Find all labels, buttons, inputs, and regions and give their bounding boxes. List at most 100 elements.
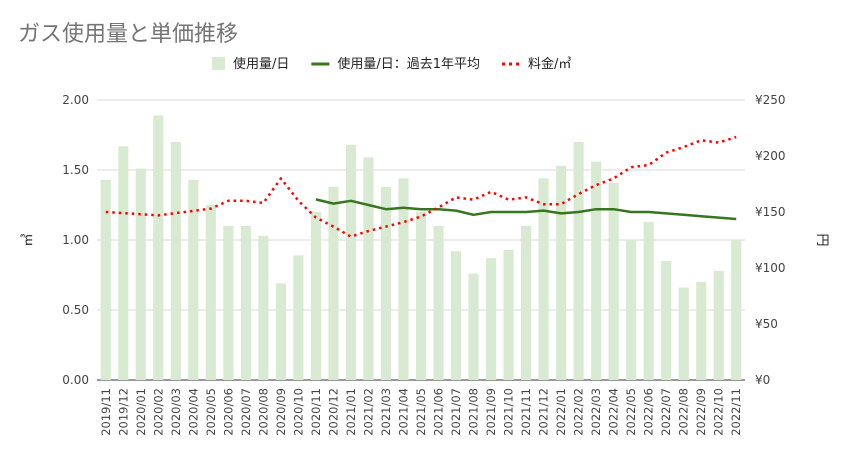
x-tick-label: 2021/07 <box>449 388 463 436</box>
x-tick-label: 2019/12 <box>116 388 130 436</box>
x-tick-label: 2020/08 <box>256 388 270 436</box>
bar <box>503 249 514 380</box>
x-tick-label: 2020/11 <box>309 388 323 436</box>
y-left-axis-title: ㎥ <box>21 233 36 246</box>
bar <box>170 142 181 380</box>
price-line <box>105 135 737 238</box>
x-tick-label: 2022/10 <box>712 388 726 436</box>
x-tick-label: 2022/05 <box>624 388 638 436</box>
x-tick-label: 2021/11 <box>519 388 533 436</box>
x-tick-label: 2020/12 <box>326 388 340 436</box>
bar <box>415 212 427 380</box>
x-tick-label: 2021/01 <box>344 388 358 436</box>
bar-series <box>100 115 742 381</box>
bar <box>731 240 742 380</box>
y-left-tick-label: 1.00 <box>62 233 89 247</box>
bar <box>345 144 357 380</box>
x-tick-label: 2020/01 <box>134 388 148 436</box>
x-tick-label: 2021/09 <box>484 388 498 436</box>
x-tick-label: 2022/04 <box>607 388 621 436</box>
x-tick-label: 2022/01 <box>554 388 568 436</box>
bar <box>521 226 532 380</box>
bar <box>363 157 374 380</box>
bar <box>573 142 584 380</box>
bar <box>118 146 129 380</box>
x-tick-label: 2020/06 <box>221 388 235 436</box>
bar <box>696 282 707 380</box>
bar <box>485 258 497 380</box>
x-tick-label: 2022/11 <box>729 388 743 436</box>
bar <box>223 226 234 380</box>
y-left-tick-label: 0.50 <box>62 303 89 317</box>
bar <box>328 186 339 380</box>
bar <box>398 178 409 380</box>
y-right-axis-title: 円 <box>814 233 829 246</box>
bar <box>310 212 321 380</box>
x-tick-label: 2022/06 <box>642 388 656 436</box>
bar <box>275 283 286 380</box>
legend-label: 使用量/日 <box>233 56 289 72</box>
bar <box>713 270 724 380</box>
legend-label: 使用量/日：過去1年平均 <box>337 56 480 72</box>
bar <box>205 205 216 380</box>
x-tick-label: 2022/08 <box>677 388 691 436</box>
bar <box>468 273 479 380</box>
x-tick-label: 2021/03 <box>379 388 393 436</box>
x-tick-label: 2021/04 <box>396 388 410 436</box>
bar <box>661 261 672 380</box>
bar <box>153 115 164 381</box>
x-tick-label: 2021/06 <box>432 388 446 436</box>
axes: 0.00 0.50 1.00 1.50 2.00 ¥0 ¥50 ¥100 ¥150 ¥200 ¥25… <box>21 93 829 436</box>
x-tick-label: 2022/09 <box>694 388 708 436</box>
x-tick-label: 2022/07 <box>659 388 673 436</box>
bar <box>380 186 392 380</box>
y-right-tick-label: ¥200 <box>755 149 786 163</box>
x-tick-label: 2020/09 <box>274 388 288 436</box>
x-tick-label: 2020/03 <box>169 388 183 436</box>
y-right-tick-label: ¥100 <box>755 261 786 275</box>
x-tick-label: 2021/02 <box>361 388 375 436</box>
bar <box>643 221 654 380</box>
bar <box>433 226 444 380</box>
bar <box>293 255 304 380</box>
y-right-tick-label: ¥150 <box>755 205 786 219</box>
bar <box>450 251 462 380</box>
x-tick-label: 2020/05 <box>204 388 218 436</box>
x-tick-label: 2020/10 <box>291 388 305 436</box>
x-tick-label: 2020/07 <box>239 388 253 436</box>
x-tick-label: 2021/12 <box>537 388 551 436</box>
line-series <box>105 135 737 238</box>
x-tick-label: 2021/05 <box>414 388 428 436</box>
bar <box>135 168 146 380</box>
x-tick-label: 2020/04 <box>186 388 200 436</box>
x-tick-label: 2022/02 <box>572 388 586 436</box>
x-tick-label: 2022/03 <box>589 388 603 436</box>
y-right-tick-label: ¥0 <box>755 373 770 387</box>
chart-title: ガス使用量と単価推移 <box>18 22 239 47</box>
bar <box>678 287 689 380</box>
legend-label: 料金/㎥ <box>528 56 571 72</box>
y-left-tick-label: 0.00 <box>62 373 89 387</box>
x-tick-label: 2021/08 <box>467 388 481 436</box>
bar <box>556 165 567 380</box>
bar <box>538 178 549 380</box>
bar <box>188 179 199 380</box>
legend-swatch <box>212 57 225 70</box>
legend: 使用量/日 使用量/日：過去1年平均 料金/㎥ <box>212 56 571 72</box>
bar <box>626 240 637 380</box>
bar <box>608 182 619 380</box>
y-left-tick-label: 1.50 <box>62 163 89 177</box>
x-tick-label: 2020/02 <box>151 388 165 436</box>
y-right-tick-label: ¥50 <box>755 317 778 331</box>
y-right-tick-label: ¥250 <box>755 93 786 107</box>
average-line <box>315 198 737 221</box>
x-tick-label: 2019/11 <box>99 388 113 436</box>
x-tick-label: 2021/10 <box>502 388 516 436</box>
y-left-tick-label: 2.00 <box>62 93 89 107</box>
bar <box>258 235 269 380</box>
bar <box>240 226 251 380</box>
bar <box>100 179 111 380</box>
bar <box>591 161 602 380</box>
